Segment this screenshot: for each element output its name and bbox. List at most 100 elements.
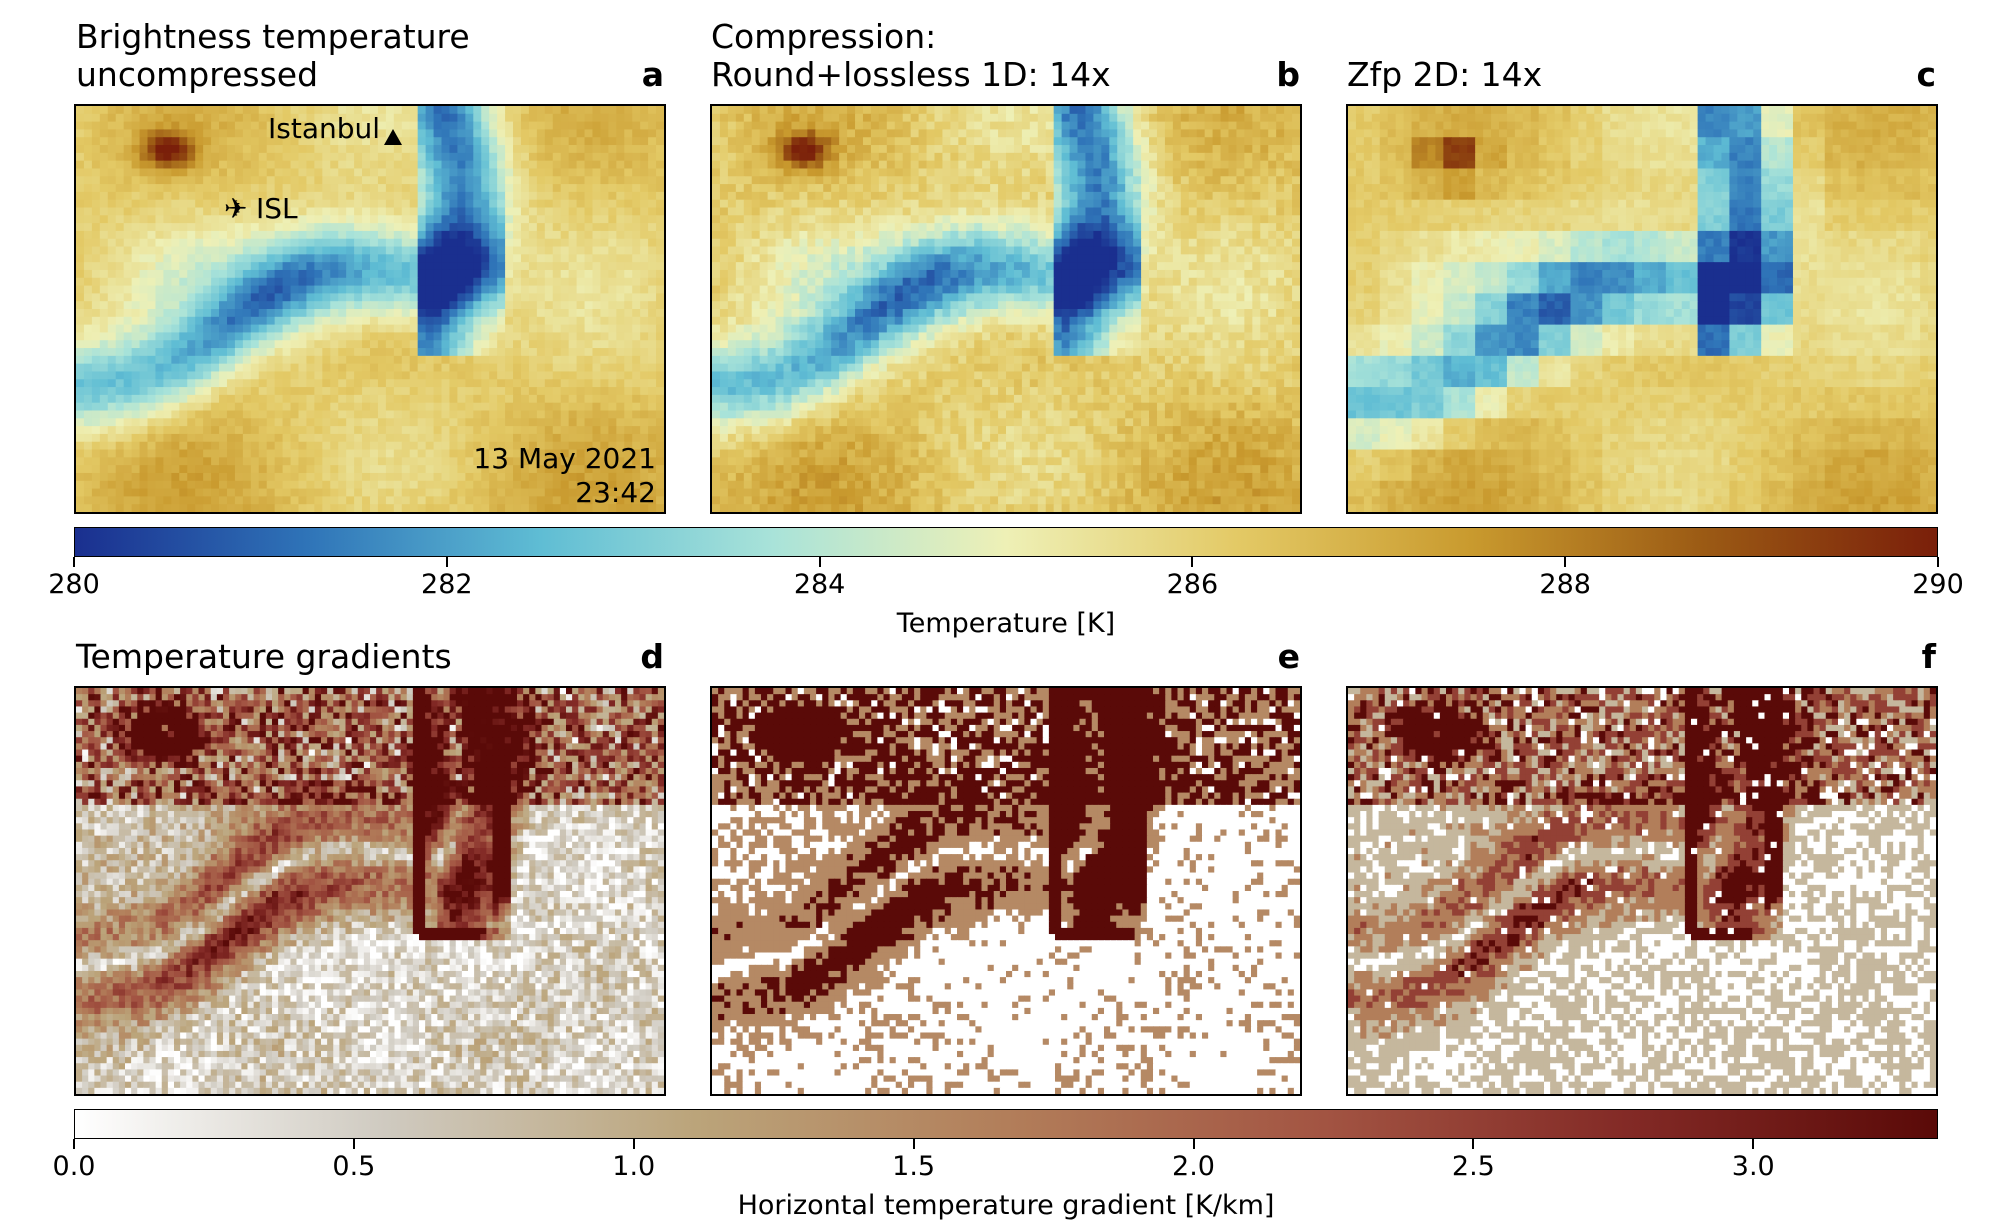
heatmap-cell — [1268, 152, 1277, 162]
heatmap-cell — [441, 113, 451, 123]
heatmap-cell — [171, 363, 180, 373]
heatmap-cell — [258, 191, 268, 201]
heatmap-cell — [393, 410, 403, 419]
heatmap-cell — [234, 387, 244, 396]
heatmap-cell — [441, 207, 451, 216]
heatmap-cell — [1212, 160, 1222, 170]
heatmap-cell — [83, 215, 93, 224]
heatmap-cell — [76, 465, 85, 474]
heatmap-cell — [449, 465, 459, 474]
heatmap-cell — [576, 379, 586, 388]
heatmap-cell — [1212, 113, 1222, 123]
heatmap-cell — [370, 238, 379, 248]
heatmap-cell — [457, 121, 466, 131]
heatmap-cell — [918, 168, 928, 177]
heatmap-cell — [203, 426, 212, 435]
heatmap-cell — [99, 316, 109, 326]
heatmap-cell — [163, 137, 172, 146]
heatmap-cell — [258, 106, 268, 115]
heatmap-cell — [958, 121, 967, 131]
heatmap-cell — [1109, 184, 1118, 193]
heatmap-cell — [1260, 199, 1269, 209]
heatmap-cell — [290, 293, 300, 302]
heatmap-cell — [1180, 113, 1190, 123]
heatmap-cell — [377, 145, 387, 154]
heatmap-cell — [831, 191, 840, 201]
heatmap-cell — [425, 293, 435, 302]
heatmap-cell — [847, 215, 856, 224]
heatmap-cell — [282, 293, 292, 302]
heatmap-cell — [258, 387, 268, 396]
heatmap-cell — [171, 191, 180, 201]
heatmap-cell — [513, 168, 522, 177]
heatmap-cell — [314, 254, 323, 263]
heatmap-cell — [409, 371, 419, 380]
heatmap-cell — [433, 223, 443, 232]
heatmap-cell — [314, 324, 323, 334]
heatmap-cell — [354, 184, 363, 193]
heatmap-cell — [1292, 129, 1300, 138]
heatmap-cell — [481, 433, 490, 443]
heatmap-cell — [83, 309, 93, 318]
heatmap-cell — [592, 145, 602, 154]
heatmap-cell — [425, 207, 435, 216]
heatmap-cell — [163, 441, 172, 451]
heatmap-cell — [870, 168, 880, 177]
heatmap-cell — [115, 199, 125, 209]
heatmap-cell — [457, 324, 466, 334]
heatmap-cell — [513, 238, 522, 248]
heatmap-cell — [520, 449, 530, 458]
heatmap-cell — [179, 215, 188, 224]
heatmap-cell — [187, 309, 196, 318]
heatmap-cell — [322, 152, 331, 162]
heatmap-cell — [187, 340, 196, 349]
heatmap-cell — [234, 262, 244, 271]
heatmap-cell — [1141, 191, 1150, 201]
heatmap-cell — [457, 496, 466, 505]
heatmap-cell — [282, 269, 292, 279]
heatmap-cell — [401, 137, 411, 146]
heatmap-cell — [203, 176, 212, 185]
heatmap-cell — [441, 168, 451, 177]
heatmap-cell — [330, 332, 339, 341]
heatmap-cell — [544, 379, 554, 388]
heatmap-cell — [338, 191, 347, 201]
heatmap-cell — [171, 324, 180, 334]
heatmap-cell — [107, 457, 117, 466]
heatmap-cell — [401, 176, 411, 185]
heatmap-cell — [855, 160, 864, 170]
heatmap-cell — [632, 199, 641, 209]
heatmap-cell — [552, 387, 562, 396]
heatmap-cell — [974, 113, 983, 123]
heatmap-cell — [362, 176, 371, 185]
heatmap-cell — [1006, 168, 1015, 177]
heatmap-cell — [242, 277, 252, 287]
heatmap-cell — [640, 152, 649, 162]
heatmap-cell — [505, 355, 514, 365]
heatmap-cell — [1069, 199, 1079, 209]
heatmap-cell — [131, 152, 141, 162]
heatmap-cell — [314, 215, 323, 224]
heatmap-cell — [354, 340, 363, 349]
heatmap-cell — [473, 121, 482, 131]
heatmap-cell — [306, 426, 315, 435]
heatmap-cell — [115, 472, 125, 482]
heatmap-cell — [735, 129, 745, 138]
heatmap-cell — [1268, 129, 1277, 138]
heatmap-cell — [624, 238, 633, 248]
heatmap-cell — [544, 230, 554, 240]
heatmap-cell — [234, 465, 244, 474]
heatmap-cell — [449, 168, 459, 177]
heatmap-cell — [807, 176, 816, 185]
heatmap-cell — [608, 106, 617, 115]
heatmap-cell — [362, 137, 371, 146]
heatmap-cell — [417, 137, 427, 146]
heatmap-cell — [640, 488, 649, 497]
heatmap-cell — [1061, 152, 1071, 162]
heatmap-cell — [608, 379, 617, 388]
heatmap-cell — [179, 348, 188, 357]
heatmap-cell — [274, 348, 284, 357]
heatmap-cell — [322, 394, 331, 404]
heatmap-cell — [847, 184, 856, 193]
heatmap-cell — [226, 215, 236, 224]
